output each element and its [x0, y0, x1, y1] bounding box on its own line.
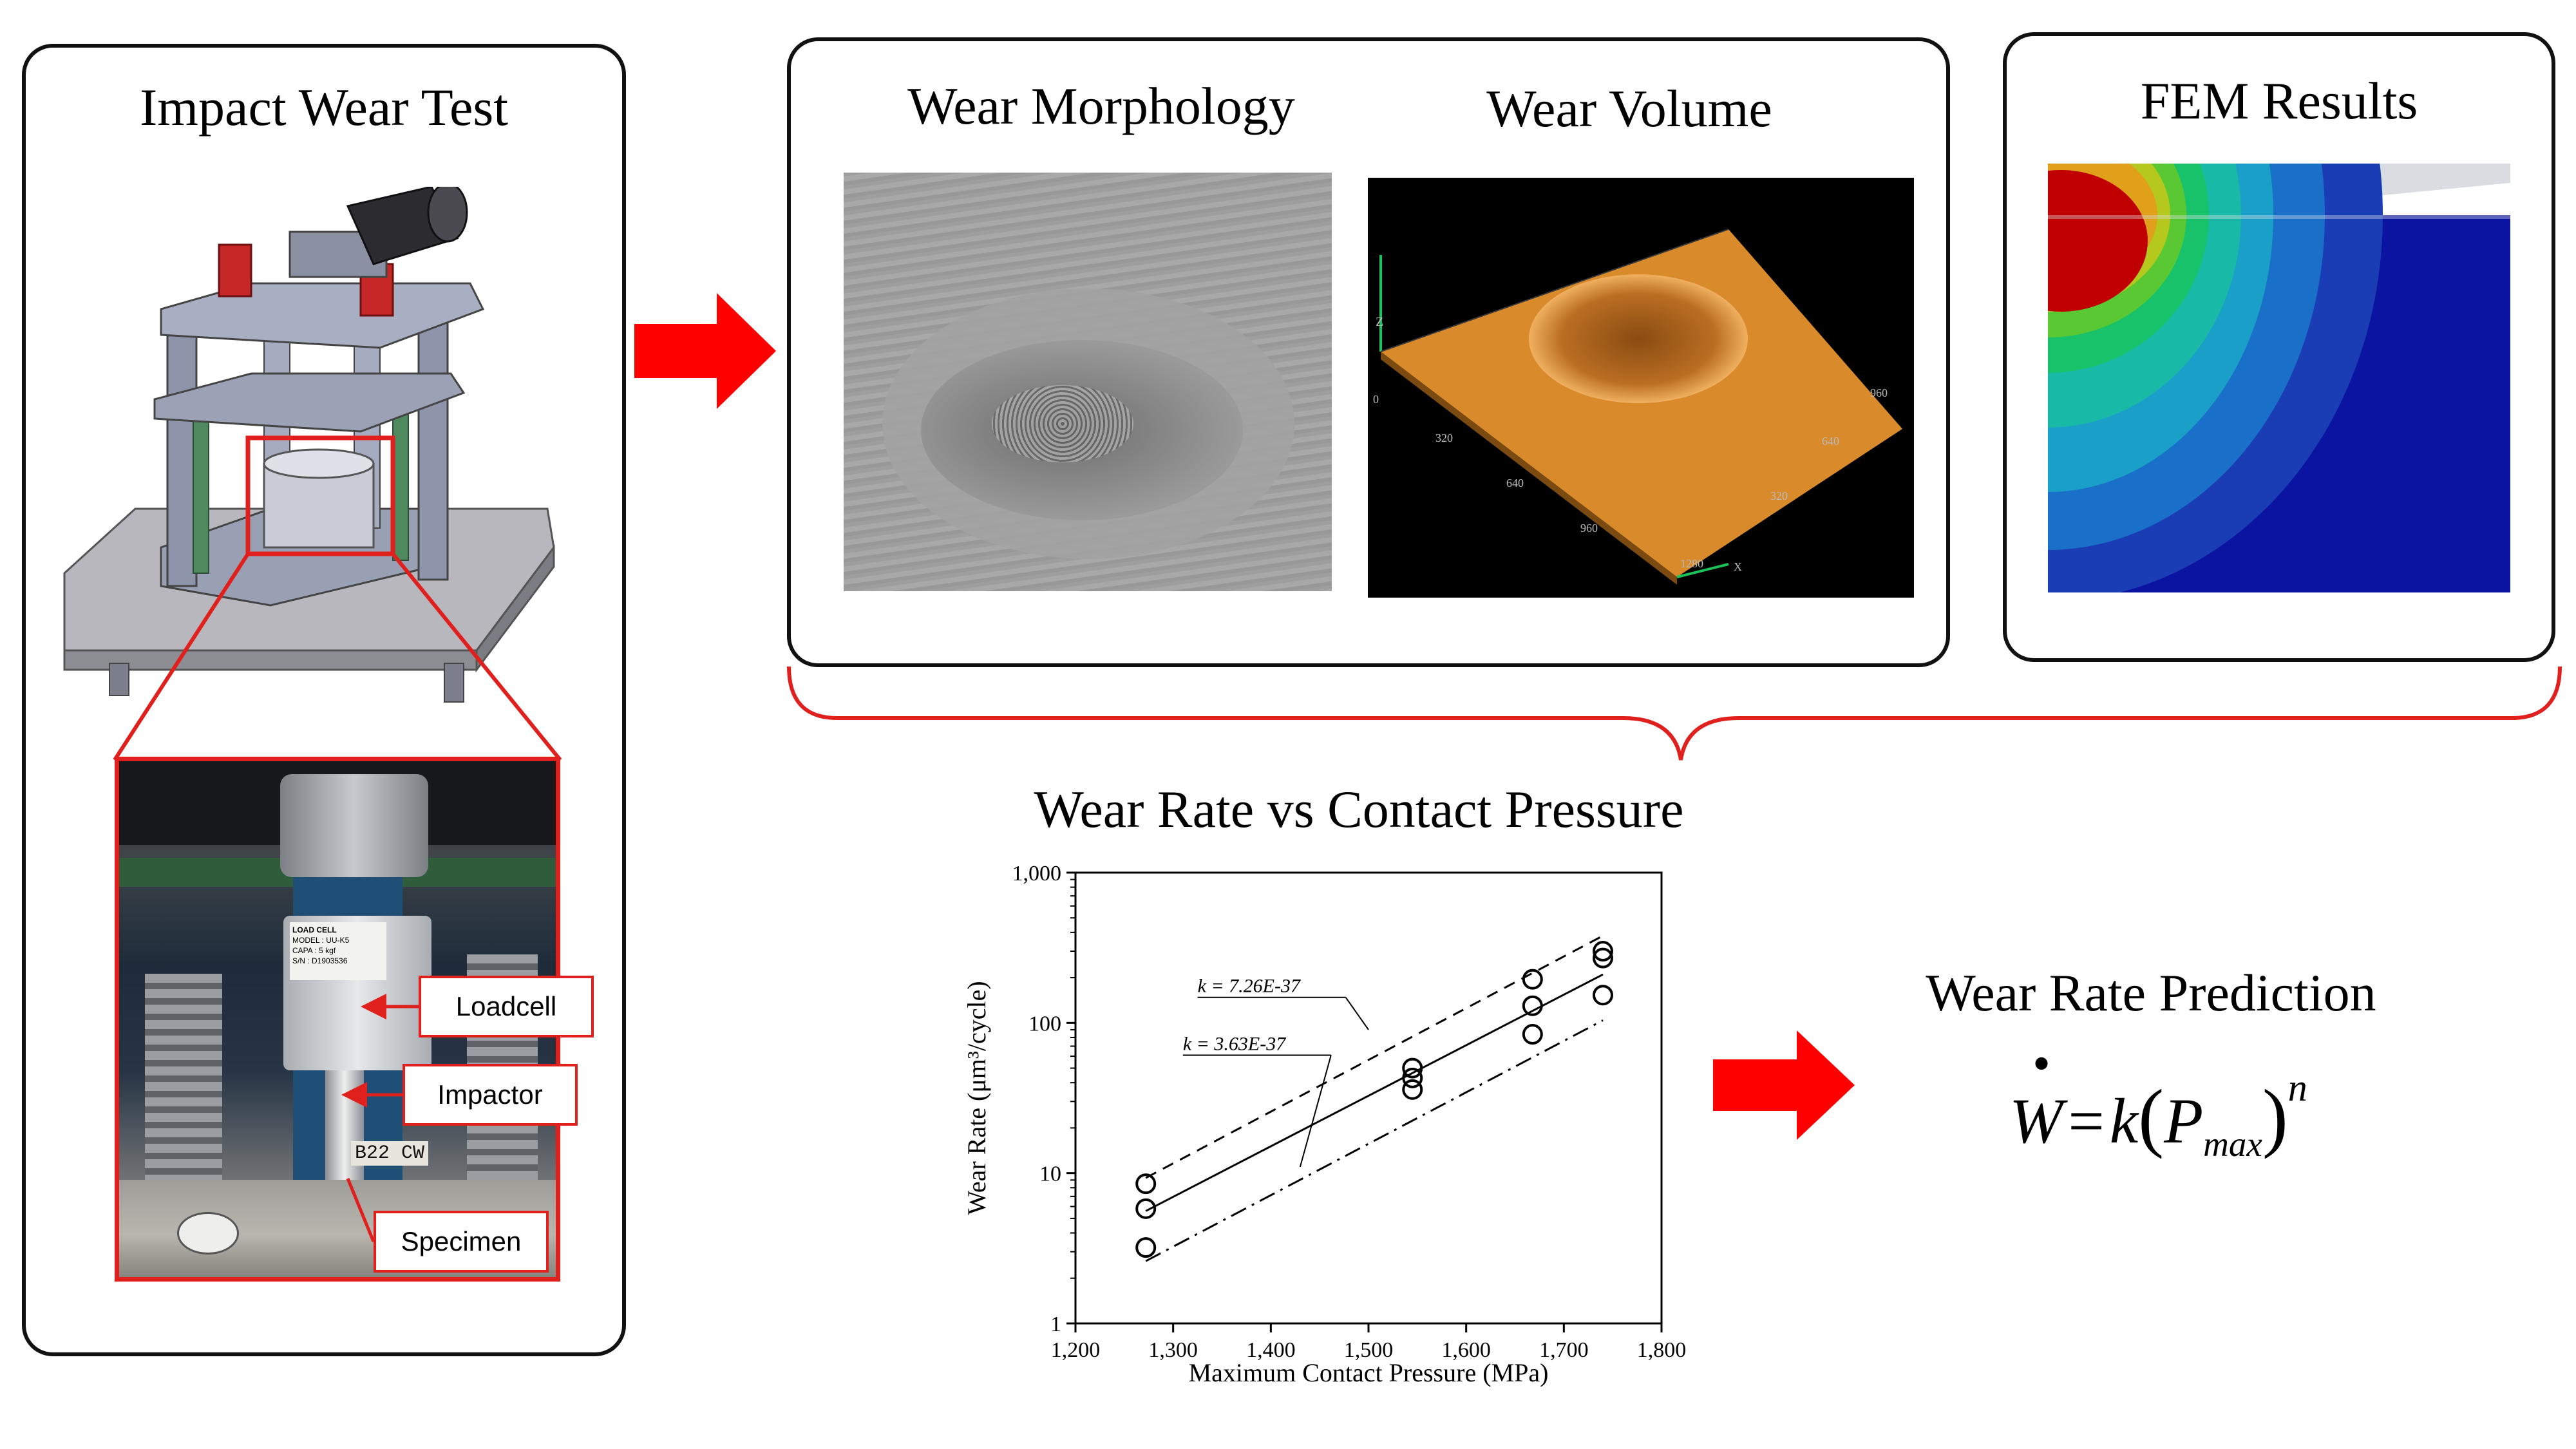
- volume-z-tick: 0: [1373, 393, 1379, 406]
- k-annotation-leader: [1345, 997, 1369, 1030]
- data-point: [1402, 1079, 1423, 1100]
- wear-volume-title: Wear Volume: [1486, 79, 1772, 138]
- data-point: [1593, 947, 1613, 969]
- k-annotation: k = 7.26E-37: [1198, 976, 1302, 997]
- data-point: [1135, 1198, 1157, 1219]
- wear-morphology-title: Wear Morphology: [907, 77, 1295, 135]
- wear-morphology-sem-image: [844, 173, 1332, 591]
- x-tick-label: 1,800: [1637, 1338, 1687, 1362]
- fem-contour-plot: [2048, 164, 2510, 592]
- grouping-brace: [787, 666, 2562, 761]
- y-tick-label: 100: [1028, 1012, 1061, 1036]
- chart-title: Wear Rate vs Contact Pressure: [1034, 780, 1684, 838]
- y-tick-label: 10: [1039, 1162, 1061, 1186]
- data-point: [1135, 1237, 1157, 1258]
- eq-P-subscript: max: [2203, 1124, 2262, 1164]
- volume-y-tick-0: 320: [1770, 489, 1788, 502]
- eq-P: P: [2164, 1085, 2204, 1157]
- wear-volume-surface: Z 0 320 640 960 1280 X 320 640 960: [1373, 229, 1902, 585]
- x-tick-label: 1,400: [1246, 1338, 1296, 1362]
- eq-k: k: [2109, 1085, 2139, 1157]
- chart-plot-frame: [1074, 871, 1663, 1325]
- data-point: [1522, 1024, 1543, 1045]
- wear-volume-3d-image: Z 0 320 640 960 1280 X 320 640 960: [1368, 178, 1914, 598]
- rate-dot: •: [2032, 1036, 2051, 1092]
- volume-x-tick-2: 960: [1580, 522, 1598, 535]
- wear-rate-equation: • W=k(Pmax)n: [2009, 1036, 2307, 1164]
- loadcell-callout: Loadcell: [419, 976, 594, 1037]
- x-tick-label: 1,200: [1051, 1338, 1101, 1362]
- chart-y-axis-label: Wear Rate (μm³/cycle): [962, 981, 991, 1215]
- volume-x-label: X: [1734, 560, 1742, 573]
- load-cell-capa-label: CAPA : 5 kgf: [292, 946, 336, 955]
- data-point: [1593, 941, 1613, 962]
- x-tick-label: 1,600: [1441, 1338, 1491, 1362]
- wear-rate-chart: 1,200 1,300 1,400 1,500 1,600 1,700 1,800 1 10 1…: [962, 862, 1687, 1387]
- callout-arrows: [341, 994, 419, 1242]
- data-point: [1402, 1057, 1423, 1079]
- volume-x-tick-0: 320: [1435, 431, 1453, 444]
- fit-line-dashdot: [1145, 1019, 1604, 1262]
- volume-y-tick-2: 960: [1870, 386, 1888, 399]
- chart-x-axis-label: Maximum Contact Pressure (MPa): [1189, 1358, 1549, 1387]
- volume-y-tick-1: 640: [1822, 435, 1839, 448]
- eq-exponent: n: [2287, 1066, 2307, 1109]
- k-annotation-leader: [1299, 1055, 1332, 1168]
- volume-x-tick-3: 1280: [1680, 557, 1703, 570]
- flow-arrow-2: [1713, 1030, 1855, 1140]
- load-cell-serial-label: S/N : D1903536: [292, 956, 348, 965]
- load-cell-brand-label: LOAD CELL: [292, 925, 337, 934]
- specimen-callout: Specimen: [374, 1211, 549, 1273]
- volume-x-tick-1: 640: [1506, 477, 1524, 489]
- x-tick-label: 1,500: [1344, 1338, 1394, 1362]
- data-point: [1135, 1173, 1157, 1195]
- data-point: [1522, 969, 1543, 990]
- flow-arrow-1: [634, 293, 776, 409]
- data-point: [1402, 1067, 1423, 1088]
- zoom-lines: [113, 553, 562, 761]
- fit-line-dashed: [1145, 934, 1604, 1179]
- x-tick-label: 1,300: [1148, 1338, 1198, 1362]
- load-cell-model-label: MODEL : UU-K5: [292, 936, 350, 945]
- fem-contour-image: [2048, 164, 2510, 592]
- k-annotation: k = 3.63E-37: [1183, 1033, 1287, 1054]
- y-tick-label: 1,000: [1012, 862, 1062, 886]
- data-point: [1593, 985, 1613, 1006]
- x-tick-label: 1,700: [1539, 1338, 1589, 1362]
- fem-results-title: FEM Results: [2140, 71, 2418, 130]
- wear-rate-prediction-title: Wear Rate Prediction: [1926, 963, 2376, 1022]
- eq-W: W: [2009, 1085, 2063, 1157]
- fit-line-solid: [1145, 973, 1604, 1212]
- data-point: [1522, 995, 1543, 1016]
- eq-equals: =: [2068, 1085, 2105, 1157]
- y-tick-label: 1: [1050, 1312, 1061, 1336]
- impact-wear-test-title: Impact Wear Test: [139, 78, 509, 137]
- impactor-callout: Impactor: [402, 1064, 578, 1126]
- volume-z-label: Z: [1376, 315, 1383, 329]
- specimen-mark: B22 CW: [351, 1141, 429, 1166]
